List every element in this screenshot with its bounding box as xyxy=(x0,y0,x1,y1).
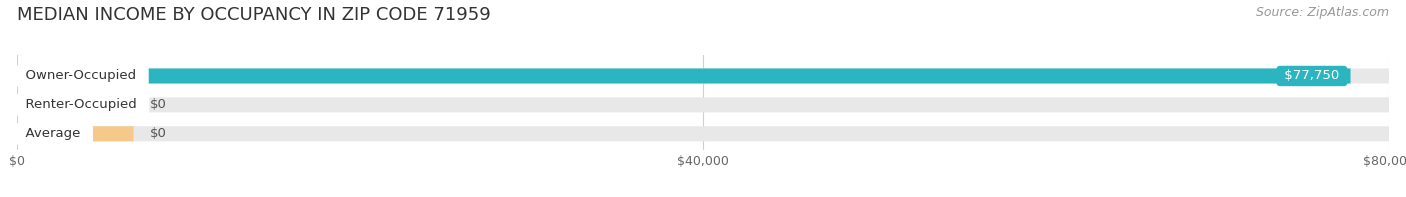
FancyBboxPatch shape xyxy=(17,126,134,141)
Text: $77,750: $77,750 xyxy=(1281,70,1344,83)
Text: $0: $0 xyxy=(150,127,167,140)
FancyBboxPatch shape xyxy=(17,69,1351,84)
Text: Owner-Occupied: Owner-Occupied xyxy=(17,70,145,83)
FancyBboxPatch shape xyxy=(17,97,1389,112)
FancyBboxPatch shape xyxy=(17,69,1389,84)
FancyBboxPatch shape xyxy=(17,97,134,112)
Text: Renter-Occupied: Renter-Occupied xyxy=(17,98,145,111)
FancyBboxPatch shape xyxy=(17,126,1389,141)
Text: Average: Average xyxy=(17,127,89,140)
Text: $0: $0 xyxy=(150,98,167,111)
Text: MEDIAN INCOME BY OCCUPANCY IN ZIP CODE 71959: MEDIAN INCOME BY OCCUPANCY IN ZIP CODE 7… xyxy=(17,6,491,24)
Text: Source: ZipAtlas.com: Source: ZipAtlas.com xyxy=(1256,6,1389,19)
